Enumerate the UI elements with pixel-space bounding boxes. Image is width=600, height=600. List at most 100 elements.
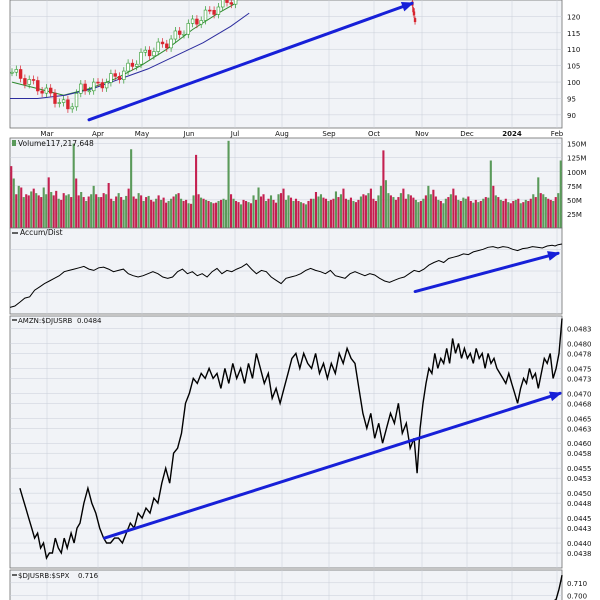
candle-body bbox=[40, 90, 44, 94]
x-tick-Feb: Feb bbox=[551, 130, 564, 138]
volume-bar bbox=[27, 195, 30, 228]
x-tick-May: May bbox=[135, 130, 149, 138]
x-tick-2024: 2024 bbox=[502, 130, 522, 138]
volume-bar bbox=[549, 199, 552, 228]
volume-bar bbox=[372, 198, 375, 228]
price-y-tick-120: 120 bbox=[567, 13, 580, 21]
candle-body bbox=[165, 43, 169, 49]
volume-bar bbox=[57, 198, 60, 228]
volume-bar bbox=[524, 199, 527, 228]
candle-body-late bbox=[412, 11, 416, 16]
volume-bar bbox=[90, 194, 93, 228]
candle-body bbox=[74, 92, 79, 108]
x-tick-Mar: Mar bbox=[40, 130, 53, 138]
price-y-tick-100: 100 bbox=[567, 79, 580, 87]
volume-bar bbox=[125, 195, 128, 228]
vol-y-tick-125M: 125M bbox=[567, 155, 586, 163]
price-y-tick-105: 105 bbox=[567, 63, 580, 71]
volume-bar bbox=[37, 195, 40, 228]
candle-body bbox=[130, 62, 135, 67]
candle-body bbox=[221, 0, 225, 8]
accum-dist-grid bbox=[10, 228, 562, 314]
volume-bar bbox=[167, 201, 170, 228]
r1-y-tick-0.0470: 0.0470 bbox=[567, 390, 592, 398]
volume-bar bbox=[160, 199, 163, 228]
candle-body bbox=[178, 30, 182, 35]
candle-body bbox=[83, 83, 87, 92]
volume-bar bbox=[414, 199, 417, 228]
candle-body bbox=[233, 0, 238, 5]
volume-bar bbox=[252, 195, 255, 228]
x-tick-Jun: Jun bbox=[183, 130, 195, 138]
candle-body bbox=[27, 79, 31, 85]
volume-bar bbox=[529, 198, 532, 228]
candle-body bbox=[92, 81, 96, 92]
volume-bar bbox=[165, 202, 168, 228]
volume-bar bbox=[115, 196, 118, 228]
ma-long-line bbox=[10, 12, 250, 99]
volume-bar bbox=[122, 199, 125, 228]
volume-bar bbox=[517, 198, 520, 228]
price-y-tick-95: 95 bbox=[567, 95, 576, 103]
amzn-ratio-value: 0.0484 bbox=[77, 317, 102, 325]
volume-bar bbox=[557, 193, 560, 228]
volume-bar bbox=[407, 194, 410, 228]
volume-bar bbox=[47, 177, 50, 228]
volume-bar bbox=[399, 193, 402, 228]
volume-bar bbox=[274, 202, 278, 228]
sector-ratio-panel: 0.710 0.700 $DJUSRB:$SPX 0.716 bbox=[9, 569, 587, 600]
amzn-ratio-grid bbox=[10, 316, 562, 568]
volume-bar bbox=[272, 199, 275, 228]
volume-bar bbox=[434, 196, 437, 228]
volume-bar bbox=[384, 180, 387, 228]
volume-bar bbox=[309, 198, 313, 228]
candle-body-late bbox=[413, 18, 417, 23]
r1-y-tick-0.0480: 0.0480 bbox=[567, 340, 592, 348]
volume-bar bbox=[437, 199, 440, 228]
candle-body bbox=[195, 18, 199, 25]
volume-bar bbox=[282, 188, 285, 228]
volume-bar bbox=[482, 198, 485, 228]
accum-dist-panel: Accum/Dist bbox=[9, 227, 563, 315]
candle-body bbox=[169, 38, 173, 49]
volume-bar bbox=[135, 198, 138, 228]
r1-y-tick-0.0458: 0.0458 bbox=[567, 450, 592, 458]
volume-bar bbox=[195, 154, 198, 228]
volume-bar bbox=[537, 177, 540, 228]
sector-ratio-plot-area bbox=[9, 569, 563, 600]
volume-bar bbox=[342, 188, 345, 228]
volume-bar bbox=[67, 194, 70, 228]
r1-y-tick-0.0465: 0.0465 bbox=[567, 415, 592, 423]
volume-bar bbox=[217, 201, 220, 228]
sector-ratio-value: 0.716 bbox=[78, 572, 99, 580]
volume-bar bbox=[225, 199, 228, 228]
amzn-ratio-trendline bbox=[103, 391, 562, 540]
volume-bar bbox=[105, 194, 108, 228]
candle-body bbox=[208, 9, 212, 12]
x-tick-Aug: Aug bbox=[275, 130, 289, 138]
volume-bar bbox=[62, 193, 65, 228]
amzn-ratio-line bbox=[19, 318, 563, 560]
candle-body bbox=[79, 83, 83, 94]
x-tick-Nov: Nov bbox=[415, 130, 429, 138]
volume-bar bbox=[472, 202, 475, 228]
volume-bar bbox=[489, 160, 492, 228]
volume-bar bbox=[259, 196, 263, 228]
x-tick-Jul: Jul bbox=[230, 130, 240, 138]
volume-bar bbox=[432, 189, 435, 228]
volume-bar bbox=[329, 199, 333, 228]
r1-y-tick-0.0445: 0.0445 bbox=[567, 515, 592, 523]
volume-bar bbox=[462, 197, 465, 228]
candle-body bbox=[229, 2, 233, 5]
volume-bar bbox=[297, 201, 300, 228]
volume-bar bbox=[402, 188, 405, 228]
volume-bar bbox=[447, 197, 450, 228]
volume-bar bbox=[10, 166, 13, 228]
volume-bar bbox=[30, 191, 33, 228]
r1-y-tick-0.0450: 0.0450 bbox=[567, 490, 592, 498]
candle-body bbox=[225, 0, 229, 3]
volume-bar bbox=[269, 195, 273, 228]
volume-bar bbox=[324, 198, 328, 228]
volume-bar bbox=[287, 195, 290, 228]
